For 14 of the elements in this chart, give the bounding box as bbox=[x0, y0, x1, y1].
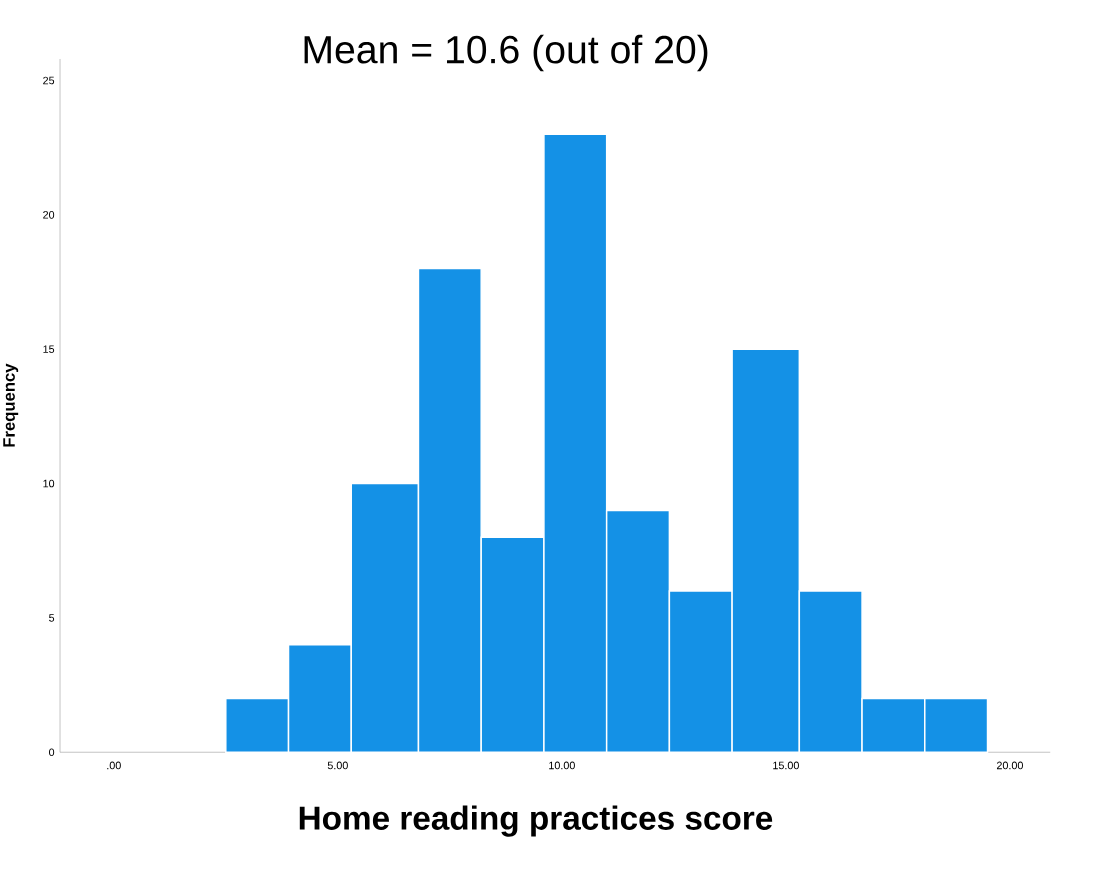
y-tick-label: 25 bbox=[43, 76, 55, 85]
y-tick-label: 20 bbox=[43, 210, 55, 219]
x-tick-label: 15.00 bbox=[773, 761, 799, 770]
x-tick-label: 10.00 bbox=[549, 761, 575, 770]
y-tick-label: 10 bbox=[43, 479, 55, 488]
x-tick-label: 20.00 bbox=[996, 761, 1023, 770]
x-tick-label: .00 bbox=[107, 761, 121, 770]
x-axis-title: Home reading practices score bbox=[299, 805, 773, 837]
y-tick-label: 5 bbox=[49, 614, 55, 622]
x-tick-label: 5.00 bbox=[327, 761, 348, 770]
y-tick-label: 15 bbox=[43, 345, 55, 353]
y-tick-label: 0 bbox=[49, 748, 55, 756]
y-axis-title: Frequency bbox=[3, 363, 19, 447]
chart-title: Mean = 10.6 (out of 20) bbox=[304, 34, 708, 72]
